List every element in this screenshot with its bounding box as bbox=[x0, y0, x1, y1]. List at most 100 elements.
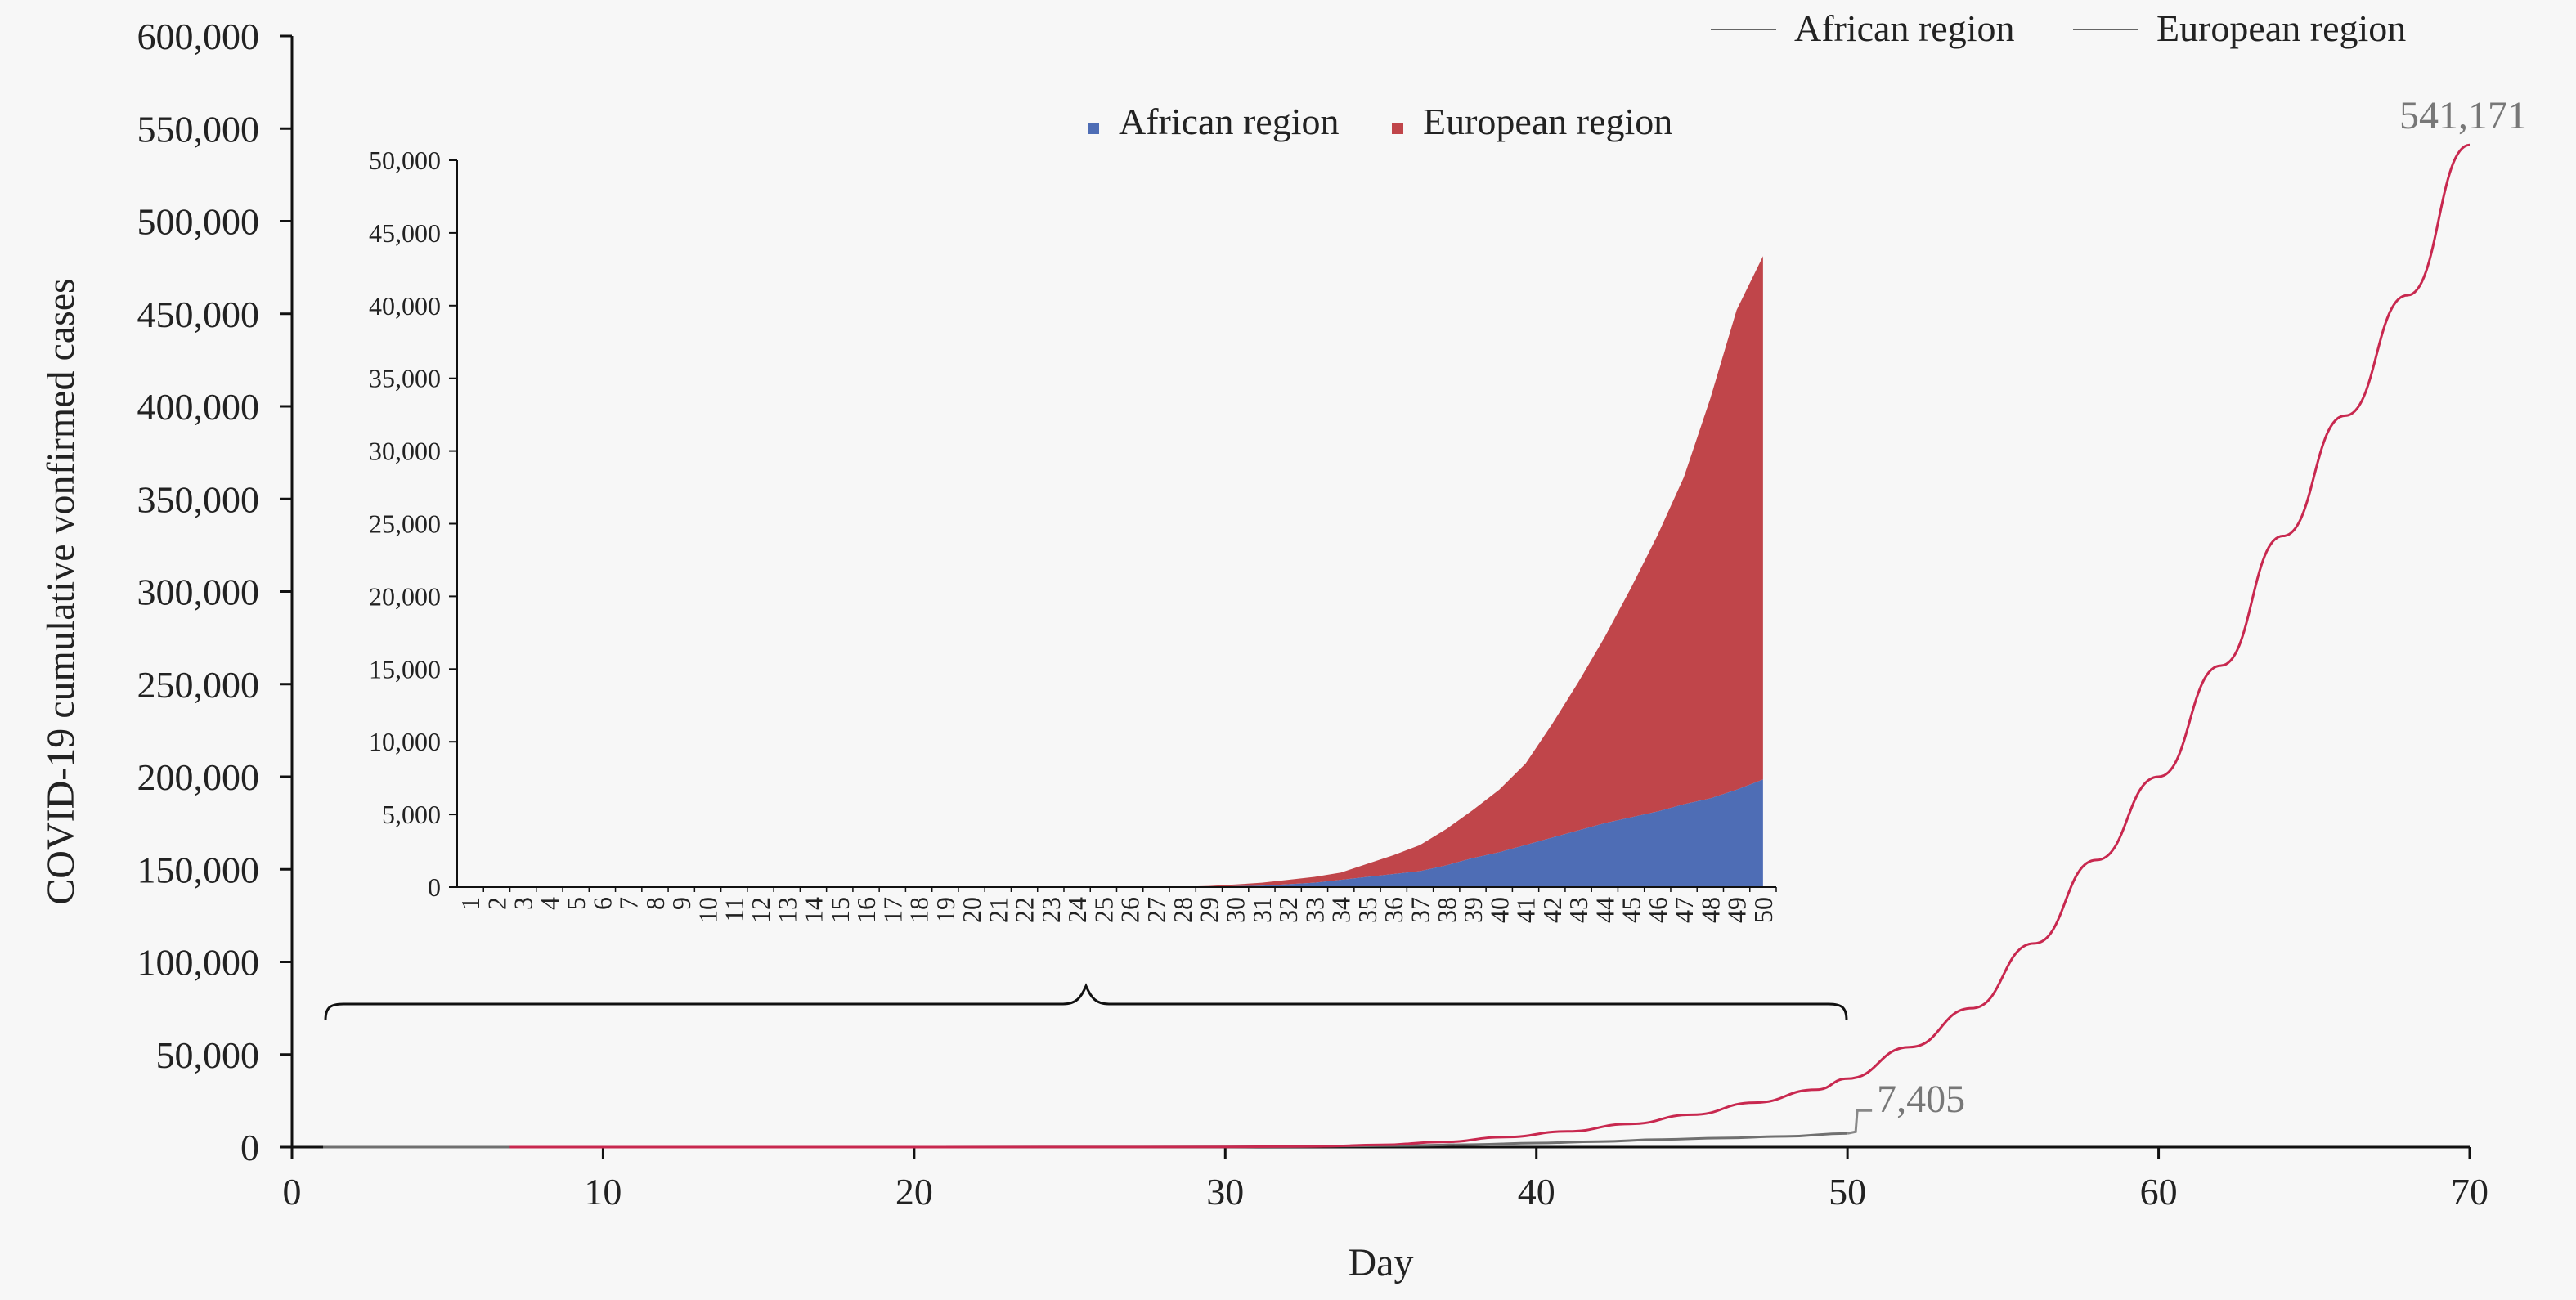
inset-x-tick-label: 41 bbox=[1511, 897, 1541, 923]
inset-x-tick-label: 6 bbox=[587, 897, 617, 910]
y-tick-label: 600,000 bbox=[137, 16, 260, 57]
inset-x-tick-label: 50 bbox=[1748, 897, 1778, 923]
inset-x-tick-label: 19 bbox=[931, 897, 960, 923]
inset-legend-label-african-region: African region bbox=[1119, 101, 1340, 142]
inset-x-tick-label: 25 bbox=[1088, 897, 1118, 923]
inset-x-tick-label: 32 bbox=[1273, 897, 1303, 923]
x-tick-label: 20 bbox=[895, 1171, 933, 1213]
main-line-chart: 050,000100,000150,000200,000250,000300,0… bbox=[39, 7, 2527, 1284]
inset-area-chart: 0 5,000 10,000 15,000 20,000 25,000 30,000 35,0… bbox=[369, 101, 1778, 923]
inset-y-tick-label: 25,000 bbox=[369, 509, 441, 539]
inset-x-tick-label: 7 bbox=[614, 897, 644, 910]
inset-legend-label-european-region: European region bbox=[1423, 101, 1672, 142]
y-tick-label: 550,000 bbox=[137, 108, 260, 150]
y-tick-label: 150,000 bbox=[137, 849, 260, 890]
inset-x-tick-label: 49 bbox=[1722, 897, 1752, 923]
inset-x-tick-label: 46 bbox=[1643, 897, 1672, 923]
x-tick-label: 70 bbox=[2451, 1171, 2488, 1213]
inset-y-tick-label: 5,000 bbox=[382, 800, 441, 829]
inset-x-tick-label: 17 bbox=[877, 897, 907, 923]
inset-x-tick-label: 11 bbox=[720, 897, 749, 922]
x-tick-label: 60 bbox=[2140, 1171, 2178, 1213]
inset-x-tick-label: 47 bbox=[1669, 897, 1699, 923]
data-label-leader bbox=[1847, 1109, 1873, 1135]
y-tick-label: 0 bbox=[240, 1127, 259, 1168]
inset-x-tick-label: 24 bbox=[1062, 897, 1092, 923]
inset-x-tick-label: 44 bbox=[1590, 897, 1619, 923]
inset-x-tick-label: 30 bbox=[1221, 897, 1250, 923]
inset-x-tick-label: 8 bbox=[640, 897, 670, 910]
inset-y-tick-label: 40,000 bbox=[369, 291, 441, 321]
inset-x-tick-label: 33 bbox=[1299, 897, 1329, 923]
inset-x-tick-label: 21 bbox=[983, 897, 1012, 923]
inset-x-tick-label: 42 bbox=[1537, 897, 1567, 923]
inset-x-tick-label: 12 bbox=[746, 897, 775, 923]
inset-x-tick-label: 31 bbox=[1247, 897, 1277, 923]
y-tick-label: 500,000 bbox=[137, 201, 260, 243]
inset-x-tick-label: 26 bbox=[1115, 897, 1145, 923]
inset-x-tick-label: 27 bbox=[1142, 897, 1171, 923]
y-tick-label: 100,000 bbox=[137, 942, 260, 984]
x-tick-label: 10 bbox=[584, 1171, 622, 1213]
inset-x-tick-label: 38 bbox=[1432, 897, 1461, 923]
y-tick-label: 300,000 bbox=[137, 572, 260, 613]
data-label-african-region: 7,405 bbox=[1877, 1078, 1965, 1121]
x-tick-label: 40 bbox=[1518, 1171, 1555, 1213]
inset-y-tick-label: 0 bbox=[428, 872, 441, 902]
series-line-european-region bbox=[509, 143, 2471, 1149]
inset-x-tick-label: 14 bbox=[799, 897, 828, 923]
y-tick-label: 400,000 bbox=[137, 386, 260, 428]
inset-legend-swatch-european-region bbox=[1392, 123, 1403, 134]
inset-y-tick-label: 20,000 bbox=[369, 581, 441, 611]
inset-y-tick-label: 50,000 bbox=[369, 146, 441, 175]
inset-x-tick-label: 43 bbox=[1564, 897, 1593, 923]
inset-x-tick-label: 5 bbox=[561, 897, 590, 910]
inset-x-tick-label: 36 bbox=[1379, 897, 1408, 923]
legend-label-african-region: African region bbox=[1794, 7, 2015, 49]
y-axis-title: COVID-19 cumulative vonfirmed cases bbox=[39, 278, 83, 904]
inset-x-tick-label: 23 bbox=[1036, 897, 1066, 923]
x-axis-title: Day bbox=[1349, 1241, 1414, 1284]
y-tick-label: 50,000 bbox=[156, 1034, 260, 1076]
y-tick-label: 250,000 bbox=[137, 664, 260, 706]
inset-x-tick-label: 20 bbox=[957, 897, 986, 923]
range-brace bbox=[324, 983, 1848, 1021]
y-tick-label: 200,000 bbox=[137, 756, 260, 798]
inset-x-tick-label: 1 bbox=[456, 897, 485, 910]
series-line-african-region bbox=[323, 1132, 1848, 1149]
inset-y-tick-label: 15,000 bbox=[369, 654, 441, 684]
inset-x-tick-label: 35 bbox=[1353, 897, 1382, 923]
inset-y-tick-label: 35,000 bbox=[369, 364, 441, 393]
inset-x-tick-label: 16 bbox=[851, 897, 881, 923]
inset-x-tick-label: 40 bbox=[1484, 897, 1514, 923]
inset-x-tick-label: 9 bbox=[666, 897, 696, 910]
area-african-region bbox=[470, 779, 1763, 887]
x-tick-label: 50 bbox=[1829, 1171, 1866, 1213]
inset-legend-swatch-african-region bbox=[1088, 123, 1099, 134]
inset-x-tick-label: 2 bbox=[482, 897, 511, 910]
inset-x-tick-label: 37 bbox=[1405, 897, 1434, 923]
inset-y-tick-label: 45,000 bbox=[369, 218, 441, 248]
inset-x-tick-label: 29 bbox=[1194, 897, 1223, 923]
inset-x-tick-label: 28 bbox=[1168, 897, 1197, 923]
inset-x-tick-label: 15 bbox=[825, 897, 855, 923]
inset-x-tick-label: 3 bbox=[509, 897, 538, 910]
inset-x-tick-label: 45 bbox=[1617, 897, 1646, 923]
inset-y-tick-label: 10,000 bbox=[369, 727, 441, 756]
area-european-region bbox=[470, 256, 1763, 887]
legend-label-european-region: European region bbox=[2156, 7, 2406, 49]
inset-x-tick-label: 34 bbox=[1326, 897, 1356, 923]
data-label-european-region: 541,171 bbox=[2399, 94, 2527, 137]
inset-x-tick-label: 22 bbox=[1010, 897, 1039, 923]
inset-y-tick-label: 30,000 bbox=[369, 437, 441, 466]
y-tick-label: 350,000 bbox=[137, 478, 260, 520]
inset-x-tick-label: 18 bbox=[904, 897, 934, 923]
inset-x-tick-label: 39 bbox=[1458, 897, 1488, 923]
inset-x-tick-label: 10 bbox=[693, 897, 722, 923]
x-tick-label: 0 bbox=[283, 1171, 302, 1213]
inset-x-tick-label: 4 bbox=[535, 897, 564, 910]
inset-x-tick-label: 13 bbox=[772, 897, 801, 923]
x-tick-label: 30 bbox=[1206, 1171, 1244, 1213]
